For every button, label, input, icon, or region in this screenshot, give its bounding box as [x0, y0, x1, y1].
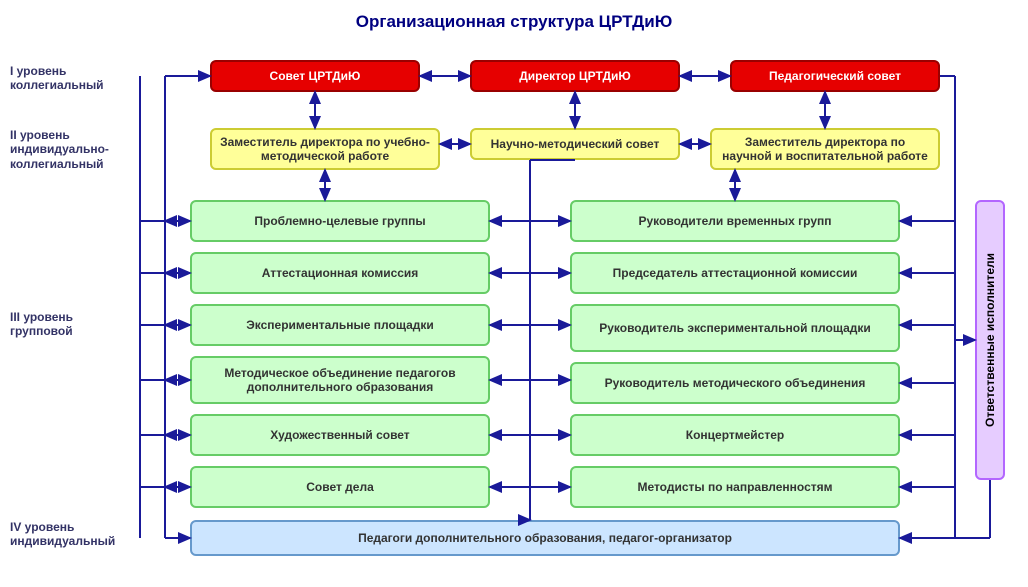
- node-green-left-0: Проблемно-целевые группы: [190, 200, 490, 242]
- node-sovet: Совет ЦРТДиЮ: [210, 60, 420, 92]
- node-green-right-2: Руководитель экспериментальной площадки: [570, 304, 900, 352]
- node-green-left-2: Экспериментальные площадки: [190, 304, 490, 346]
- node-green-right-3: Руководитель методического объединения: [570, 362, 900, 404]
- node-director: Директор ЦРТДиЮ: [470, 60, 680, 92]
- node-side-label: Ответственные исполнители: [983, 253, 997, 427]
- node-green-left-5: Совет дела: [190, 466, 490, 508]
- level-1-label: I уровень коллегиальный: [10, 64, 104, 93]
- node-green-right-5: Методисты по направленностям: [570, 466, 900, 508]
- node-nms: Научно-методический совет: [470, 128, 680, 160]
- level-4-label: IV уровень индивидуальный: [10, 520, 115, 549]
- node-green-right-1: Председатель аттестационной комиссии: [570, 252, 900, 294]
- diagram-title: Организационная структура ЦРТДиЮ: [0, 0, 1028, 32]
- node-green-left-1: Аттестационная комиссия: [190, 252, 490, 294]
- node-side: Ответственные исполнители: [975, 200, 1005, 480]
- node-bottom: Педагоги дополнительного образования, пе…: [190, 520, 900, 556]
- node-green-right-4: Концертмейстер: [570, 414, 900, 456]
- node-green-left-3: Методическое объединение педагогов допол…: [190, 356, 490, 404]
- node-green-right-0: Руководители временных групп: [570, 200, 900, 242]
- level-2-label: II уровень индивидуально- коллегиальный: [10, 128, 109, 171]
- node-zam-umr: Заместитель директора по учебно-методиче…: [210, 128, 440, 170]
- node-ped-sovet: Педагогический совет: [730, 60, 940, 92]
- node-green-left-4: Художественный совет: [190, 414, 490, 456]
- level-3-label: III уровень групповой: [10, 310, 73, 339]
- node-zam-nvr: Заместитель директора по научной и воспи…: [710, 128, 940, 170]
